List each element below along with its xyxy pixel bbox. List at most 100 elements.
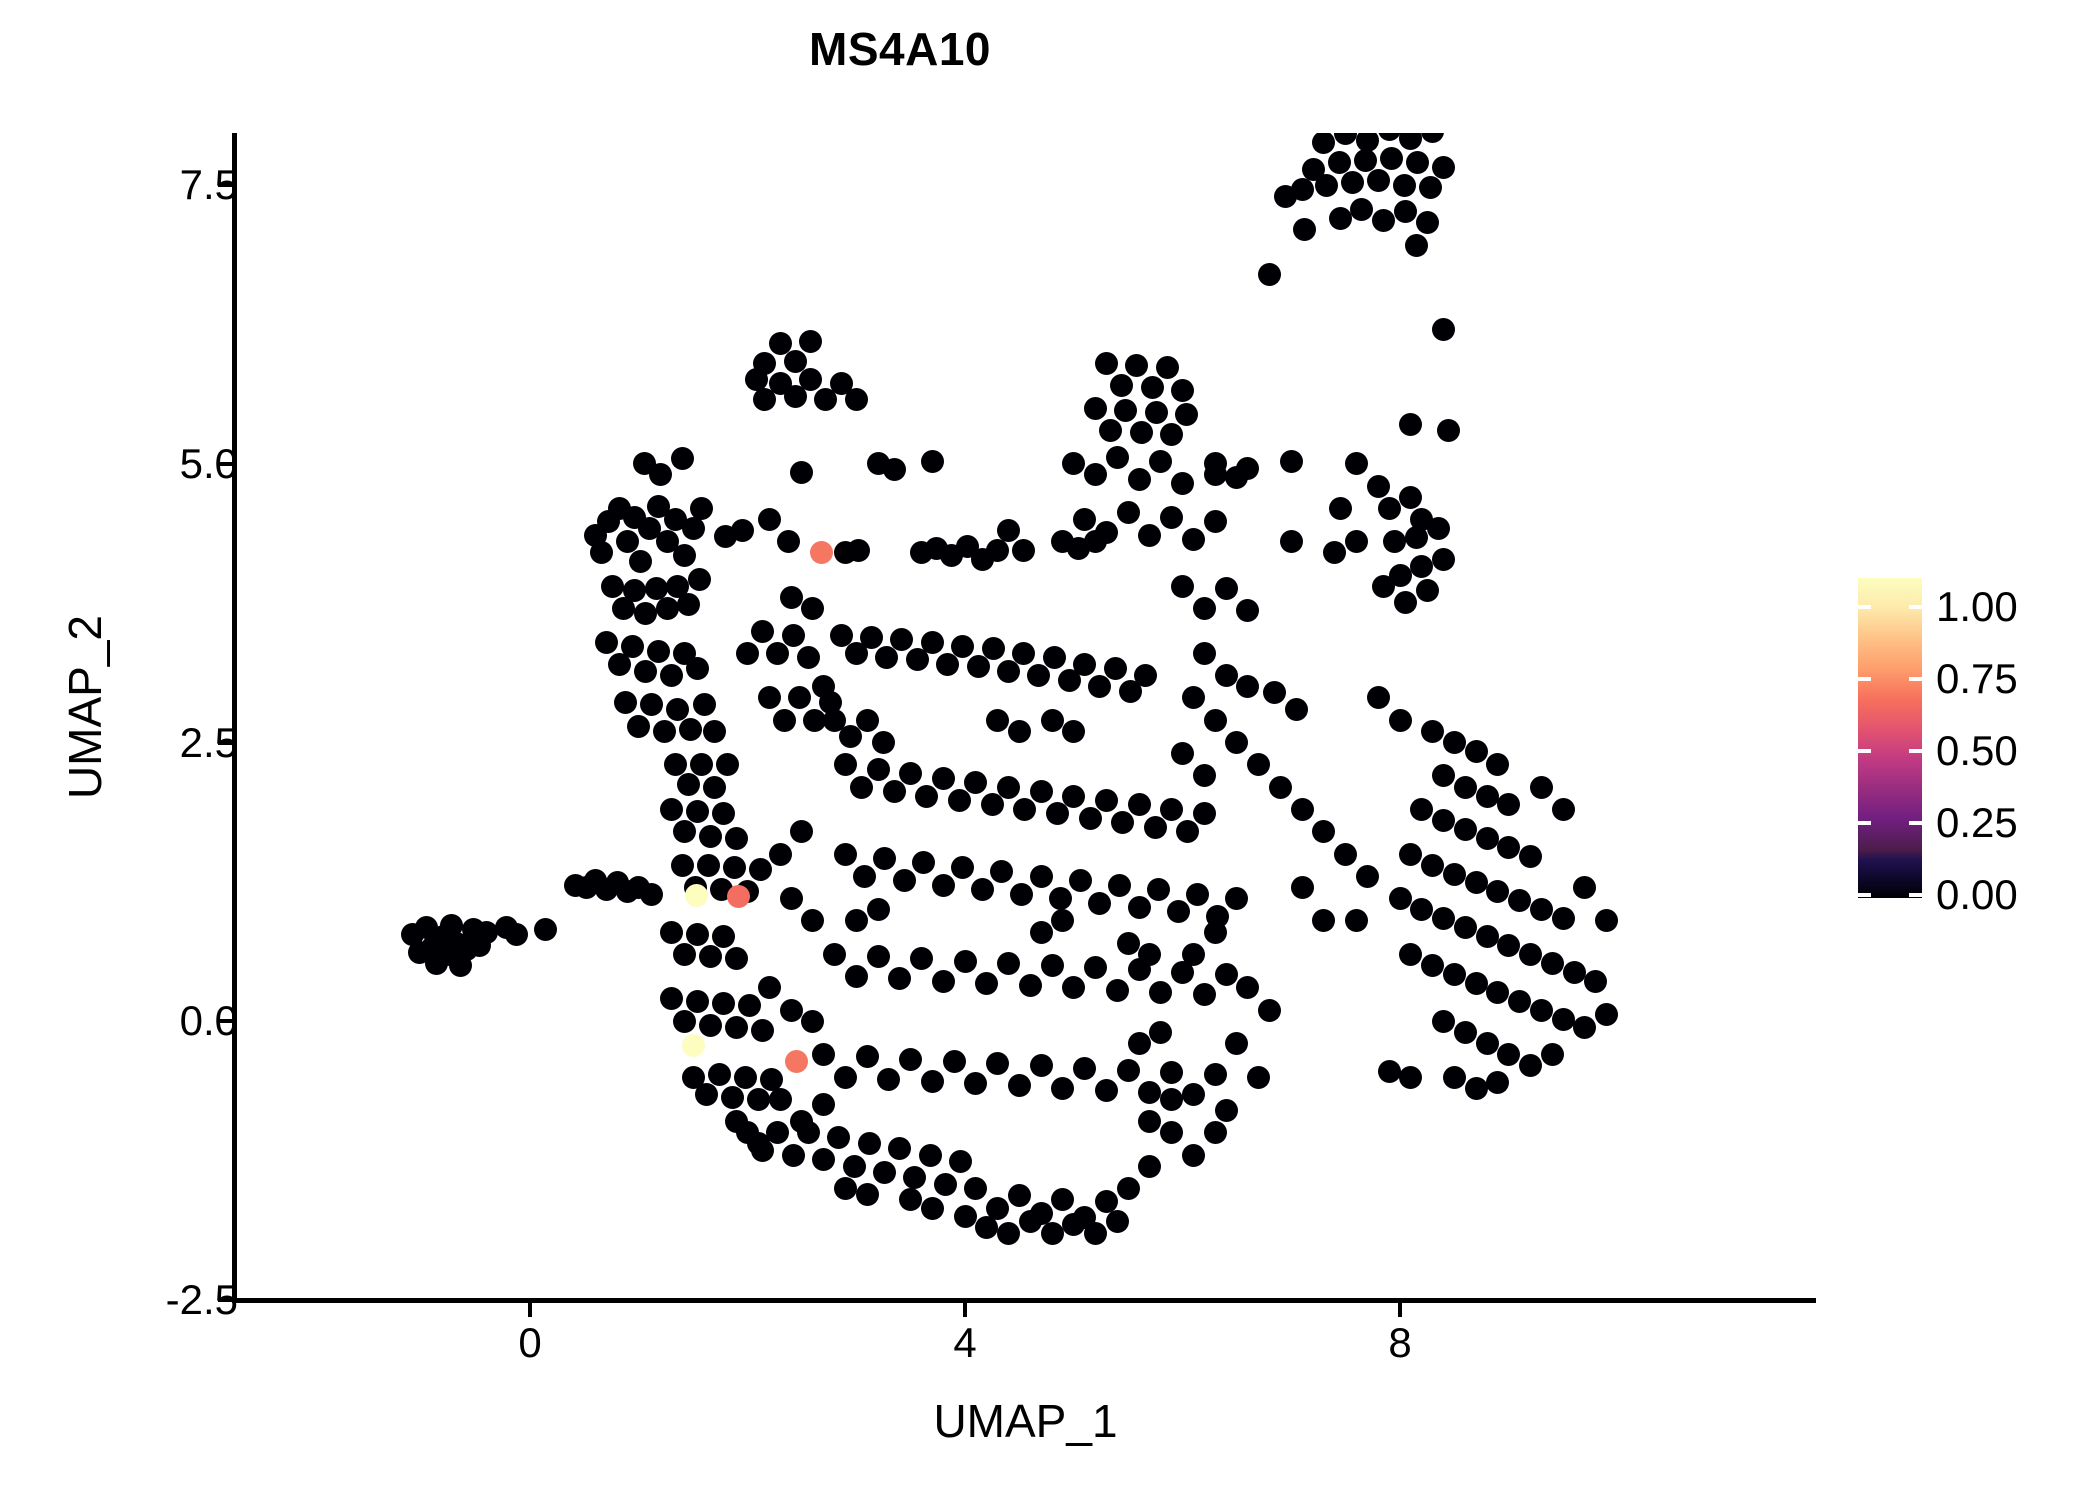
scatter-point bbox=[1247, 1065, 1271, 1089]
scatter-point bbox=[707, 1063, 731, 1087]
y-tick-label: 0.0 bbox=[179, 997, 238, 1045]
scatter-point bbox=[1529, 898, 1553, 922]
scatter-point bbox=[790, 1110, 814, 1134]
scatter-point bbox=[781, 623, 805, 647]
scatter-point bbox=[1160, 1087, 1184, 1111]
scatter-point bbox=[1192, 597, 1216, 621]
scatter-point bbox=[1094, 351, 1118, 375]
scatter-point bbox=[612, 597, 636, 621]
x-axis-label: UMAP_1 bbox=[933, 1395, 1118, 1447]
scatter-point bbox=[1138, 523, 1162, 547]
scatter-point bbox=[1155, 356, 1179, 380]
scatter-point bbox=[1519, 1054, 1542, 1078]
scatter-point bbox=[779, 586, 803, 610]
scatter-point bbox=[733, 1065, 757, 1089]
scatter-point bbox=[688, 568, 712, 592]
colorbar-tick-mark bbox=[1858, 821, 1871, 825]
scatter-point bbox=[899, 1047, 923, 1071]
scatter-point bbox=[1181, 942, 1205, 966]
scatter-point bbox=[1453, 916, 1477, 940]
scatter-point bbox=[1111, 811, 1135, 835]
scatter-point bbox=[801, 909, 825, 933]
scatter-point bbox=[1508, 889, 1532, 913]
scatter-point bbox=[730, 519, 754, 543]
scatter-point bbox=[809, 541, 833, 565]
x-tick-mark bbox=[528, 1303, 532, 1317]
scatter-point bbox=[920, 450, 944, 474]
scatter-point bbox=[1334, 133, 1358, 146]
scatter-point bbox=[725, 826, 749, 850]
colorbar-tick-mark bbox=[1858, 677, 1871, 681]
colorbar-legend: 1.00 0.75 0.50 0.25 0.00 bbox=[1858, 578, 2088, 916]
scatter-point bbox=[1426, 516, 1450, 540]
scatter-point bbox=[1012, 641, 1036, 665]
scatter-point bbox=[757, 976, 781, 1000]
scatter-point bbox=[1084, 1221, 1107, 1245]
scatter-point bbox=[1584, 969, 1608, 993]
y-tick-mark bbox=[218, 1019, 232, 1024]
scatter-point bbox=[855, 1182, 879, 1206]
scatter-point bbox=[933, 1172, 957, 1196]
scatter-point bbox=[1453, 1020, 1477, 1044]
scatter-point bbox=[846, 539, 870, 563]
scatter-point bbox=[918, 1143, 942, 1167]
scatter-point bbox=[877, 1067, 901, 1091]
scatter-point bbox=[1258, 262, 1281, 286]
scatter-point bbox=[1018, 974, 1042, 998]
scatter-point bbox=[1160, 1061, 1184, 1085]
scatter-point bbox=[1192, 764, 1216, 788]
scatter-point bbox=[1192, 641, 1216, 665]
scatter-point bbox=[1393, 590, 1417, 614]
x-axis-line bbox=[232, 1298, 1816, 1303]
colorbar-tick-label: 0.00 bbox=[1936, 871, 2018, 918]
scatter-point bbox=[1366, 169, 1390, 193]
scatter-point bbox=[873, 1161, 897, 1185]
y-tick-label: 7.5 bbox=[179, 161, 238, 208]
scatter-point bbox=[1088, 675, 1112, 699]
scatter-point bbox=[1377, 496, 1401, 520]
scatter-point bbox=[1464, 739, 1488, 763]
scatter-point bbox=[1595, 1003, 1619, 1027]
scatter-point bbox=[1116, 501, 1140, 525]
scatter-point bbox=[1464, 971, 1488, 995]
scatter-point bbox=[1432, 548, 1455, 572]
scatter-point bbox=[703, 719, 727, 743]
scatter-point bbox=[1285, 697, 1309, 721]
scatter-point bbox=[779, 887, 803, 911]
scatter-point bbox=[590, 541, 614, 565]
scatter-point bbox=[1057, 668, 1081, 692]
scatter-point bbox=[1399, 1065, 1423, 1089]
scatter-point bbox=[899, 1188, 923, 1212]
scatter-point bbox=[1214, 577, 1238, 601]
scatter-point bbox=[1051, 1076, 1075, 1100]
scatter-point bbox=[1236, 976, 1260, 1000]
scatter-point bbox=[1127, 793, 1151, 817]
scatter-point bbox=[601, 574, 625, 598]
scatter-point bbox=[1432, 809, 1455, 833]
scatter-point bbox=[712, 925, 736, 948]
scatter-point bbox=[1029, 1054, 1053, 1078]
scatter-point bbox=[1497, 1043, 1521, 1067]
scatter-point bbox=[1088, 891, 1112, 915]
scatter-point bbox=[866, 757, 890, 781]
scatter-point bbox=[801, 597, 825, 621]
scatter-point bbox=[1160, 505, 1184, 529]
scatter-point bbox=[749, 858, 773, 882]
scatter-point bbox=[1066, 536, 1090, 560]
scatter-point bbox=[942, 1049, 966, 1073]
scatter-point bbox=[725, 947, 749, 971]
scatter-point bbox=[882, 457, 906, 481]
scatter-point bbox=[1345, 530, 1368, 554]
scatter-point bbox=[1497, 933, 1521, 957]
scatter-point bbox=[1404, 525, 1428, 549]
scatter-point bbox=[1143, 815, 1167, 839]
x-tick-label: 0 bbox=[518, 1319, 542, 1366]
scatter-point bbox=[997, 951, 1020, 975]
scatter-point bbox=[1138, 1154, 1162, 1178]
scatter-point bbox=[681, 1065, 705, 1089]
scatter-point bbox=[653, 719, 677, 743]
scatter-point bbox=[1486, 880, 1510, 904]
scatter-point bbox=[1247, 753, 1271, 777]
scatter-point bbox=[812, 1148, 836, 1171]
scatter-point bbox=[751, 619, 775, 643]
